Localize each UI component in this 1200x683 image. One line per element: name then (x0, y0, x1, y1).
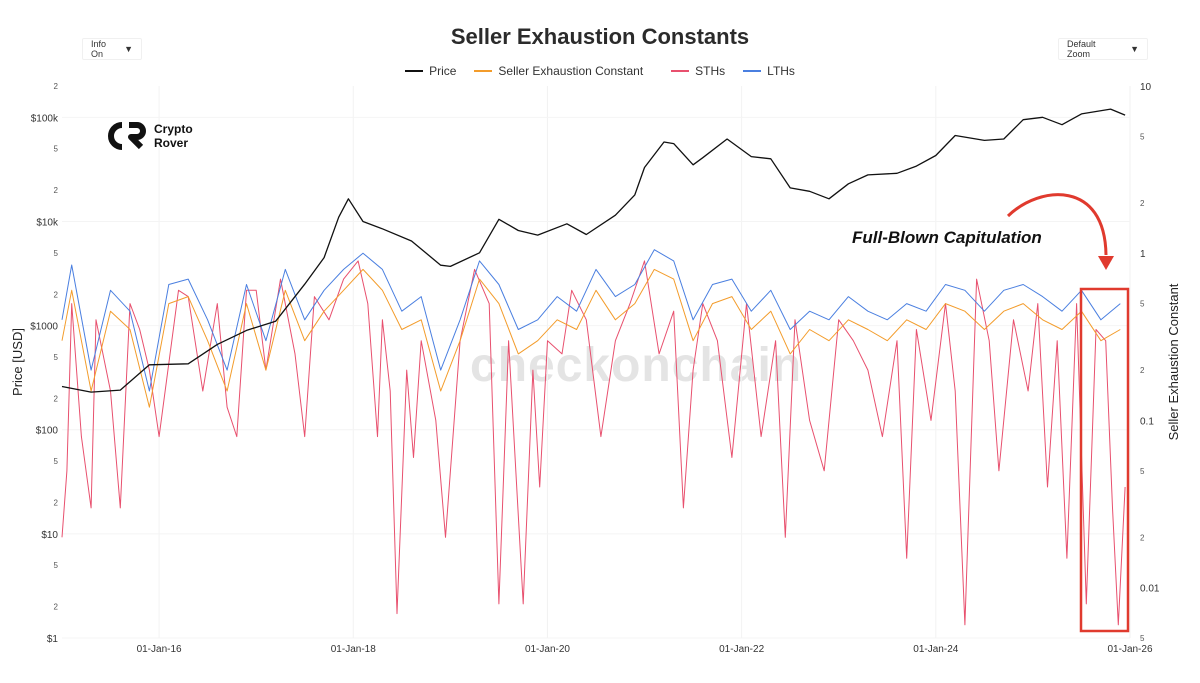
legend-item-price[interactable]: Price (405, 64, 456, 78)
y-left-tick-label: $10 (41, 530, 58, 541)
y-right-minor-tick-label: 5 (1140, 467, 1145, 476)
y-right-axis-title: Seller Exhaustion Constant (1166, 283, 1181, 440)
legend-item-lths[interactable]: LTHs (743, 64, 795, 78)
y-left-minor-tick-label: 5 (54, 249, 59, 258)
watermark: checkonchain (470, 339, 803, 392)
y-left-minor-tick-label: 5 (54, 457, 59, 466)
y-left-tick-label: $1 (47, 634, 59, 645)
legend-label: STHs (695, 64, 726, 78)
legend-label: Price (429, 64, 457, 78)
y-left-tick-label: $10k (36, 217, 59, 228)
logo-text-line1: Crypto (154, 122, 193, 136)
y-left-minor-tick-label: 5 (54, 353, 59, 362)
y-left-minor-tick-label: 2 (54, 290, 59, 299)
y-left-minor-tick-label: 2 (54, 82, 59, 91)
legend-label: LTHs (767, 64, 795, 78)
capitulation-highlight-box (1079, 287, 1130, 633)
y-right-minor-tick-label: 2 (1140, 533, 1145, 542)
legend-swatch (405, 70, 424, 72)
logo-text-line2: Rover (154, 136, 189, 150)
legend-label: Seller Exhaustion Constant (498, 64, 644, 78)
series-line-seller-exhaustion-constant (61, 268, 1121, 408)
y-right-minor-tick-label: 5 (1140, 300, 1145, 309)
legend-swatch (743, 70, 762, 72)
y-left-minor-tick-label: 2 (54, 394, 59, 403)
logo-icon (108, 122, 146, 150)
y-left-axis-title: Price [USD] (10, 328, 25, 396)
annotation-arrowhead (1098, 256, 1114, 270)
info-toggle-dropdown[interactable]: Info On ▼ (82, 38, 142, 60)
series-line-price (61, 108, 1126, 393)
zoom-label: Default Zoom (1067, 39, 1096, 59)
series-line-lths (61, 249, 1121, 392)
annotation-arrow (1006, 193, 1108, 256)
info-toggle-label: Info On (91, 39, 107, 59)
legend-swatch (671, 70, 690, 72)
chart-legend: Price Seller Exhaustion Constant STHs LT… (0, 64, 1200, 78)
y-left-minor-tick-label: 2 (54, 499, 59, 508)
y-right-minor-tick-label: 2 (1140, 199, 1145, 208)
y-right-tick-label: 1 (1140, 249, 1146, 260)
y-left-tick-label: $100 (36, 426, 59, 437)
y-right-minor-tick-label: 2 (1140, 366, 1145, 375)
series-line-sths (61, 260, 1126, 626)
y-right-minor-tick-label: 5 (1140, 132, 1145, 141)
chevron-down-icon: ▼ (124, 44, 133, 54)
legend-swatch (474, 70, 493, 72)
y-right-tick-label: 10 (1140, 82, 1152, 93)
y-left-minor-tick-label: 2 (54, 186, 59, 195)
legend-item-sths[interactable]: STHs (671, 64, 725, 78)
y-left-minor-tick-label: 5 (54, 561, 59, 570)
zoom-dropdown[interactable]: Default Zoom ▼ (1058, 38, 1148, 60)
y-right-minor-tick-label: 5 (1140, 634, 1145, 643)
y-right-tick-label: 0.01 (1140, 584, 1160, 595)
legend-item-sec[interactable]: Seller Exhaustion Constant (474, 64, 643, 78)
capitulation-annotation: Full-Blown Capitulation (852, 228, 1042, 247)
x-tick-label: 01-Jan-18 (331, 644, 376, 655)
x-tick-label: 01-Jan-20 (525, 644, 570, 655)
y-right-tick-label: 0.1 (1140, 416, 1154, 427)
crypto-rover-logo: Crypto Rover (108, 122, 193, 150)
y-left-tick-label: $100k (31, 113, 59, 124)
y-left-minor-tick-label: 2 (54, 603, 59, 612)
chevron-down-icon: ▼ (1130, 44, 1139, 54)
x-tick-label: 01-Jan-24 (913, 644, 958, 655)
x-tick-label: 01-Jan-22 (719, 644, 764, 655)
chart-title: Seller Exhaustion Constants (450, 24, 750, 49)
y-left-minor-tick-label: 5 (54, 145, 59, 154)
x-tick-label: 01-Jan-16 (137, 644, 182, 655)
y-left-tick-label: $1000 (30, 322, 58, 333)
x-tick-label: 01-Jan-26 (1107, 644, 1152, 655)
